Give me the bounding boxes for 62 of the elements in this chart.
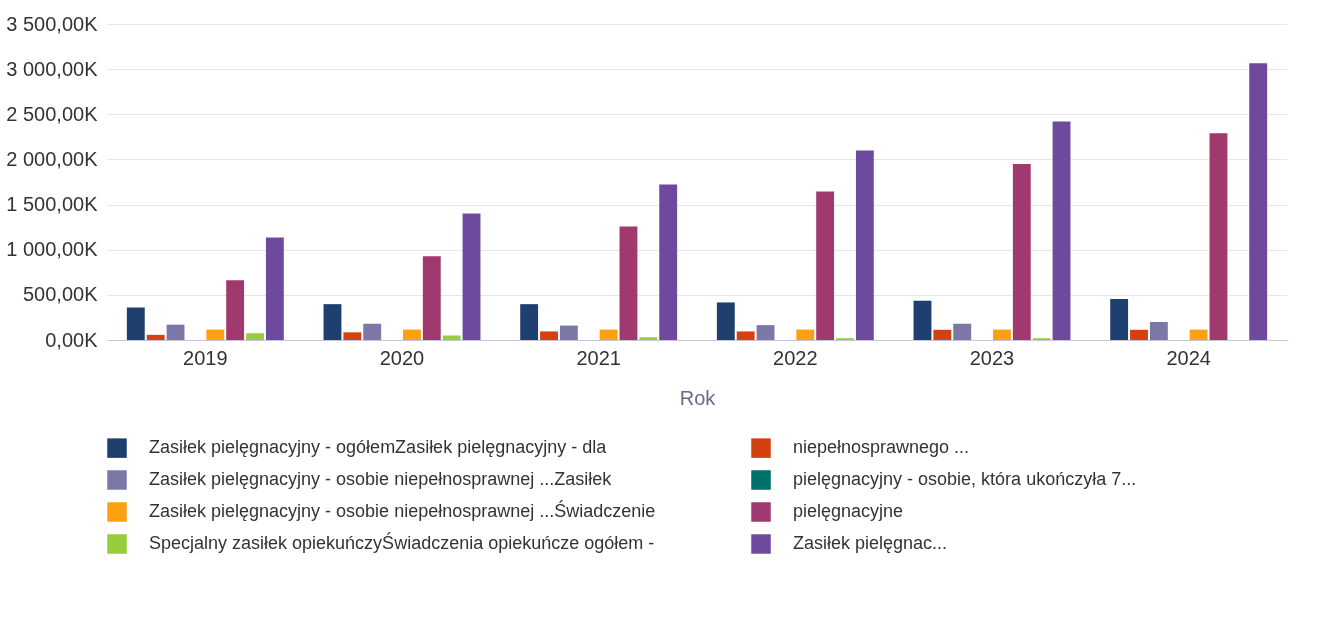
x-axis-title: Rok [679,386,717,409]
bar [323,304,342,340]
x-tick-label: 2023 [969,346,1015,369]
y-tick-label: 1 000,00K [6,238,99,261]
bar [520,304,539,340]
bar [619,226,638,340]
y-tick-label: 3 000,00K [6,57,99,80]
bar [1110,299,1129,340]
bar [559,325,578,340]
y-tick-label: 1 500,00K [6,193,99,216]
y-tick-label: 3 500,00K [6,12,99,35]
x-tick-label: 2020 [379,346,425,369]
bar [992,329,1011,340]
bar [246,333,264,340]
legend-label: Zasiłek pielęgnacyjny - osobie niepełnosprawnej ...Zasiłek [149,469,613,489]
bar [402,329,421,340]
bar [639,337,658,340]
bar [1149,321,1168,340]
bar [736,331,755,340]
x-tick-label: 2024 [1166,346,1211,369]
bar [146,334,165,340]
bar [816,191,835,340]
bar [953,323,972,340]
bar [265,237,284,340]
y-tick-label: 2 000,00K [6,147,99,170]
bar [343,332,362,340]
legend-label: pielęgnacyjne [793,501,904,521]
bar [933,329,952,340]
bar [1209,133,1228,340]
bar [166,324,185,340]
bar [1052,121,1071,340]
bar [796,329,815,340]
x-tick-label: 2021 [576,346,621,369]
x-tick-label: 2022 [773,346,818,369]
bar [716,302,735,340]
bar [126,307,145,340]
bar [756,325,775,340]
bar [1189,329,1208,340]
legend-label: niepełnosprawnego ... [793,437,970,458]
legend-label: Zasiłek pielęgnacyjny - osobie niepełnosprawnej ...Świadczenie [149,500,656,521]
y-tick-label: 500,00K [22,283,99,306]
y-tick-label: 2 500,00K [6,102,99,125]
bar [1130,329,1148,340]
bar [363,323,382,340]
bar [462,213,481,340]
x-tick-label: 2019 [183,346,228,369]
bar [1012,163,1031,340]
bar [599,329,618,340]
y-tick-label: 0,00K [45,328,99,351]
bar [913,300,932,340]
bar [1249,63,1268,340]
legend-label: Specjalny zasiłek opiekuńczyŚwiadczenia opiekuńcze ogółem - [149,532,655,553]
legend-label: Zasiłek pielęgnacyjny - ogółemZasiłek pielęgnacyjny - dla [149,437,608,458]
bar [442,335,461,340]
bar [659,184,678,340]
bar [226,280,245,340]
legend-label: pielęgnacyjny - osobie, która ukończyła 7... [793,469,1137,489]
bar [206,329,225,340]
bar [540,331,558,340]
bar [855,150,874,340]
legend-label: Zasiłek pielęgnac... [793,533,948,553]
bar [422,256,441,340]
